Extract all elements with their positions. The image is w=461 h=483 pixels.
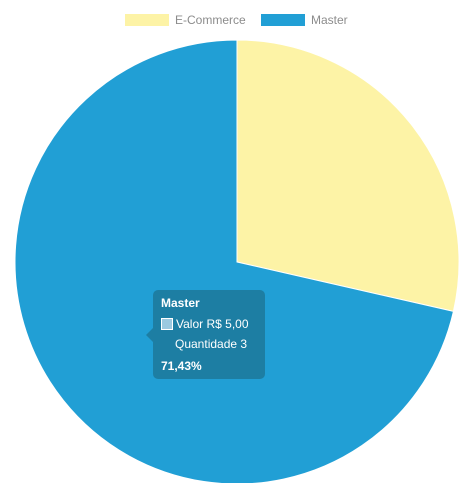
tooltip-quantidade-label: Quantidade: [175, 337, 238, 351]
tooltip-title: Master: [161, 296, 200, 310]
tooltip: Master Valor R$ 5,00 Quantidade 3 71,43%: [146, 290, 265, 379]
tooltip-caret: [146, 328, 153, 342]
legend-item-ecommerce[interactable]: E-Commerce: [125, 10, 246, 30]
tooltip-color-swatch: [161, 318, 173, 330]
pie-slice-master[interactable]: [14, 39, 455, 483]
tooltip-valor-row: Valor R$ 5,00: [161, 317, 249, 331]
legend: E-Commerce Master: [0, 10, 461, 30]
tooltip-valor-label: Valor: [176, 317, 204, 331]
pie-slice-e-commerce[interactable]: [236, 39, 460, 312]
tooltip-valor-value: R$ 5,00: [206, 317, 249, 331]
tooltip-quantidade-value: 3: [240, 337, 248, 351]
legend-item-master[interactable]: Master: [261, 10, 348, 30]
tooltip-percent: 71,43%: [161, 359, 202, 373]
legend-swatch-master: [261, 14, 305, 26]
legend-label-ecommerce: E-Commerce: [175, 13, 246, 27]
tooltip-quantidade-row: Quantidade 3: [175, 337, 247, 351]
legend-swatch-ecommerce: [125, 14, 169, 26]
legend-label-master: Master: [311, 13, 348, 27]
